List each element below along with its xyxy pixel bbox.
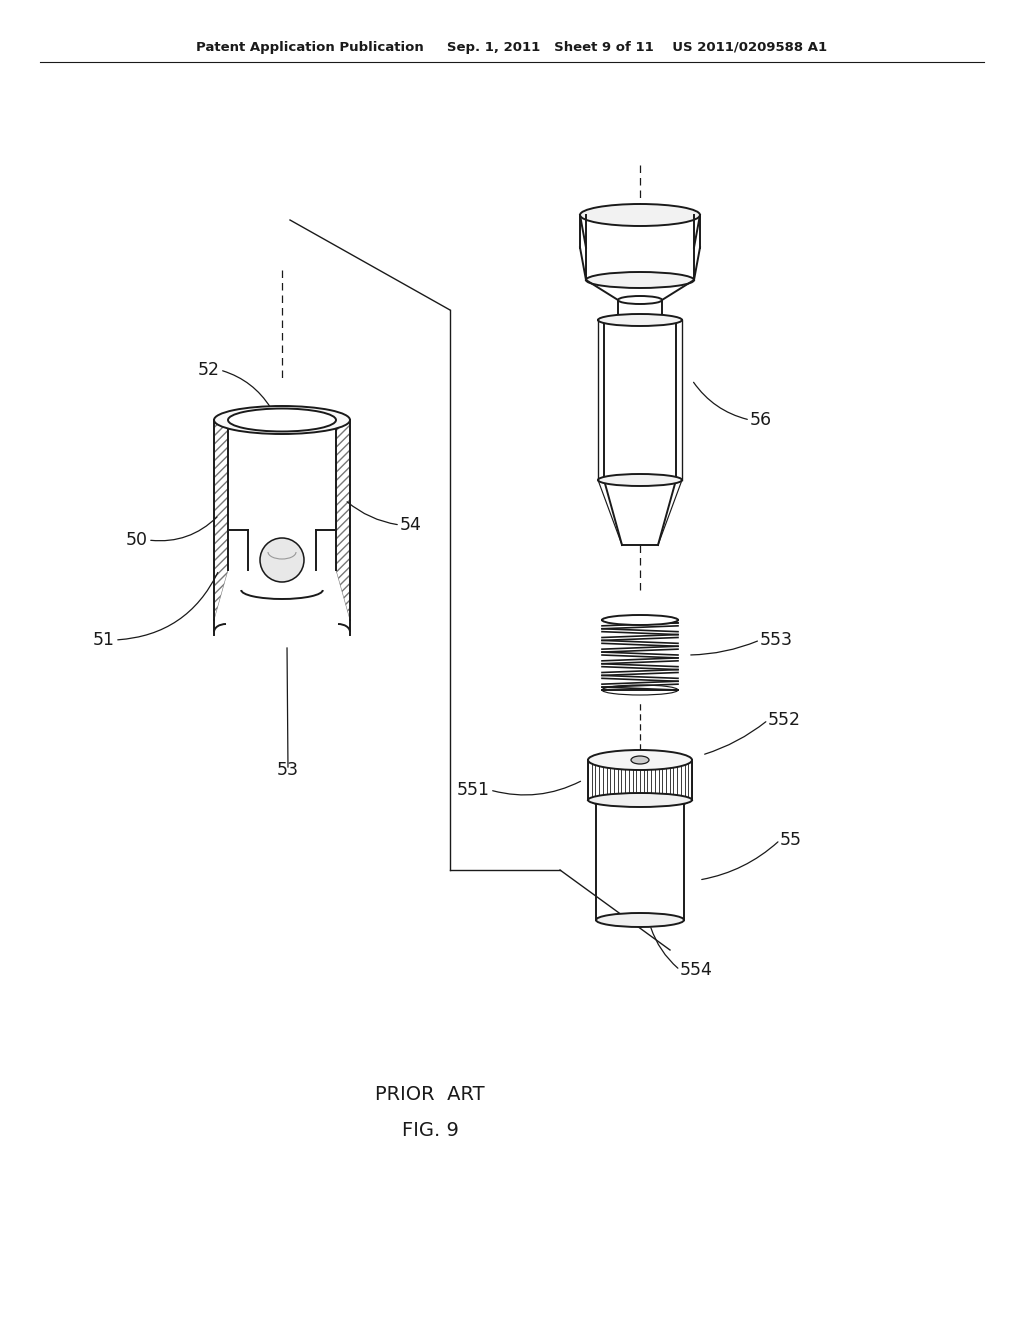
Text: 53: 53 — [278, 762, 299, 779]
Ellipse shape — [588, 793, 692, 807]
Text: 554: 554 — [680, 961, 713, 979]
Ellipse shape — [228, 408, 336, 432]
Ellipse shape — [602, 615, 678, 624]
Ellipse shape — [580, 205, 700, 226]
Text: 51: 51 — [93, 631, 115, 649]
Ellipse shape — [618, 296, 662, 304]
Text: PRIOR  ART: PRIOR ART — [375, 1085, 484, 1105]
Ellipse shape — [586, 272, 694, 288]
Text: 551: 551 — [457, 781, 490, 799]
Text: 52: 52 — [198, 360, 220, 379]
Text: 55: 55 — [780, 832, 802, 849]
Ellipse shape — [596, 913, 684, 927]
Text: 553: 553 — [760, 631, 793, 649]
Ellipse shape — [588, 750, 692, 770]
Text: 50: 50 — [126, 531, 148, 549]
Text: 54: 54 — [400, 516, 422, 535]
Circle shape — [260, 539, 304, 582]
Text: FIG. 9: FIG. 9 — [401, 1121, 459, 1139]
Ellipse shape — [631, 756, 649, 764]
Text: 552: 552 — [768, 711, 801, 729]
Text: Patent Application Publication     Sep. 1, 2011   Sheet 9 of 11    US 2011/02095: Patent Application Publication Sep. 1, 2… — [197, 41, 827, 54]
Ellipse shape — [214, 407, 350, 434]
Ellipse shape — [602, 685, 678, 696]
Ellipse shape — [598, 474, 682, 486]
Ellipse shape — [598, 314, 682, 326]
Text: 56: 56 — [750, 411, 772, 429]
